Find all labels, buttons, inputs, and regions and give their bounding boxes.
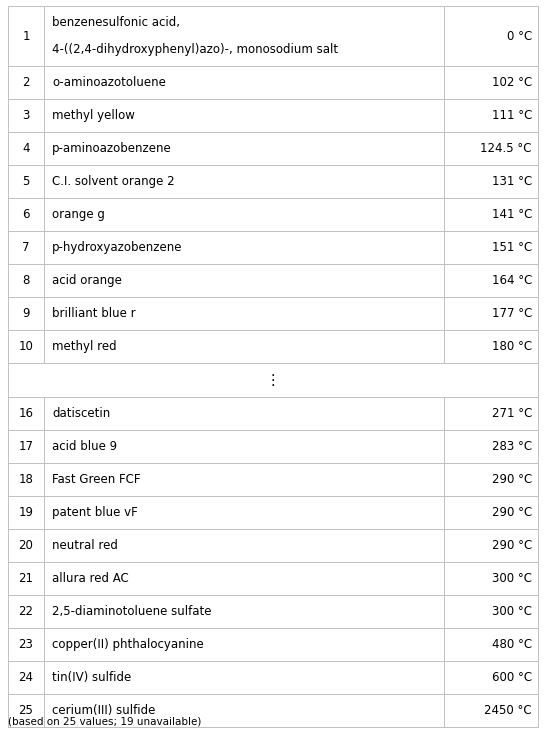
Text: copper(II) phthalocyanine: copper(II) phthalocyanine (52, 638, 204, 651)
Text: 1: 1 (22, 29, 29, 43)
Text: 24: 24 (19, 671, 33, 684)
Text: patent blue vF: patent blue vF (52, 506, 138, 519)
Text: 4-((2,4-dihydroxyphenyl)azo)-, monosodium salt: 4-((2,4-dihydroxyphenyl)azo)-, monosodiu… (52, 43, 338, 56)
Text: 9: 9 (22, 307, 29, 320)
Text: neutral red: neutral red (52, 539, 118, 552)
Text: C.I. solvent orange 2: C.I. solvent orange 2 (52, 175, 175, 188)
Text: 8: 8 (22, 274, 29, 287)
Text: 4: 4 (22, 142, 29, 155)
Text: brilliant blue r: brilliant blue r (52, 307, 135, 320)
Text: methyl red: methyl red (52, 340, 117, 353)
Text: 177 °C: 177 °C (491, 307, 532, 320)
Text: p-hydroxyazobenzene: p-hydroxyazobenzene (52, 241, 182, 254)
Text: 2: 2 (22, 76, 29, 89)
Text: 23: 23 (19, 638, 33, 651)
Text: 2450 °C: 2450 °C (484, 704, 532, 717)
Text: 283 °C: 283 °C (492, 440, 532, 453)
Text: Fast Green FCF: Fast Green FCF (52, 473, 140, 486)
Text: 290 °C: 290 °C (492, 539, 532, 552)
Text: datiscetin: datiscetin (52, 407, 110, 420)
Text: 151 °C: 151 °C (492, 241, 532, 254)
Text: 21: 21 (19, 572, 33, 585)
Text: 18: 18 (19, 473, 33, 486)
Text: 0 °C: 0 °C (507, 29, 532, 43)
Text: o-aminoazotoluene: o-aminoazotoluene (52, 76, 166, 89)
Text: 22: 22 (19, 605, 33, 618)
Text: 16: 16 (19, 407, 33, 420)
Text: 111 °C: 111 °C (491, 109, 532, 122)
Text: 480 °C: 480 °C (492, 638, 532, 651)
Text: benzenesulfonic acid,: benzenesulfonic acid, (52, 16, 180, 29)
Text: cerium(III) sulfide: cerium(III) sulfide (52, 704, 156, 717)
Text: 180 °C: 180 °C (492, 340, 532, 353)
Text: methyl yellow: methyl yellow (52, 109, 135, 122)
Text: allura red AC: allura red AC (52, 572, 129, 585)
Text: 141 °C: 141 °C (491, 208, 532, 221)
Text: 102 °C: 102 °C (492, 76, 532, 89)
Text: (based on 25 values; 19 unavailable): (based on 25 values; 19 unavailable) (8, 716, 201, 726)
Text: 164 °C: 164 °C (491, 274, 532, 287)
Text: 17: 17 (19, 440, 33, 453)
Text: 300 °C: 300 °C (492, 605, 532, 618)
Text: 300 °C: 300 °C (492, 572, 532, 585)
Text: 5: 5 (22, 175, 29, 188)
Text: 290 °C: 290 °C (492, 473, 532, 486)
Text: 2,5-diaminotoluene sulfate: 2,5-diaminotoluene sulfate (52, 605, 211, 618)
Text: 19: 19 (19, 506, 33, 519)
Text: acid blue 9: acid blue 9 (52, 440, 117, 453)
Text: acid orange: acid orange (52, 274, 122, 287)
Text: 131 °C: 131 °C (492, 175, 532, 188)
Text: 25: 25 (19, 704, 33, 717)
Text: 290 °C: 290 °C (492, 506, 532, 519)
Text: 10: 10 (19, 340, 33, 353)
Text: 124.5 °C: 124.5 °C (480, 142, 532, 155)
Text: orange g: orange g (52, 208, 105, 221)
Text: p-aminoazobenzene: p-aminoazobenzene (52, 142, 172, 155)
Text: tin(IV) sulfide: tin(IV) sulfide (52, 671, 131, 684)
Text: 20: 20 (19, 539, 33, 552)
Text: 3: 3 (22, 109, 29, 122)
Text: 7: 7 (22, 241, 29, 254)
Text: 6: 6 (22, 208, 29, 221)
Text: 600 °C: 600 °C (492, 671, 532, 684)
Text: ⋮: ⋮ (266, 372, 280, 388)
Text: 271 °C: 271 °C (491, 407, 532, 420)
